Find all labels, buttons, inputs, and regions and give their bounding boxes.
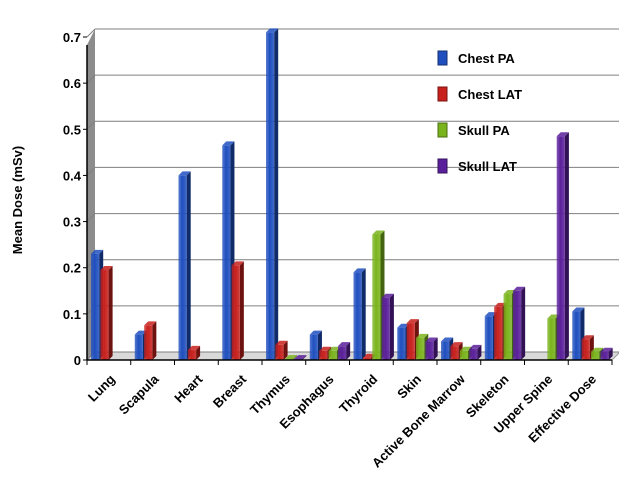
y-tick-label: 0.4 (63, 168, 82, 183)
y-tick-label: 0.3 (63, 215, 81, 230)
legend-label: Skull PA (458, 123, 510, 138)
y-tick-labels: 0 0.1 0.2 0.3 0.4 0.5 0.6 0.7 (63, 30, 82, 368)
bar (581, 335, 594, 360)
legend: Chest PA Chest LAT Skull PA Skull LAT (437, 50, 522, 174)
legend-swatch (437, 50, 448, 66)
y-tick-label: 0.7 (63, 30, 81, 45)
x-tick-label: Thyroid (336, 371, 380, 415)
axes (83, 36, 613, 365)
y-tick-label: 0.2 (63, 261, 81, 276)
y-tick-label: 0.5 (63, 122, 81, 137)
bar (469, 344, 482, 360)
y-tick-label: 0.1 (63, 307, 81, 322)
x-tick-label: Breast (210, 371, 250, 411)
bar (425, 337, 438, 360)
bar (231, 261, 244, 360)
chart-back-wall (85, 29, 619, 361)
gridline-depth (86, 28, 96, 38)
bar (275, 340, 288, 360)
gridline-depth (86, 120, 96, 130)
bar (178, 171, 191, 360)
legend-label: Chest PA (458, 51, 515, 66)
legend-item: Chest LAT (437, 86, 522, 102)
bar (187, 345, 201, 360)
legend-swatch (437, 158, 448, 174)
bars (91, 28, 613, 361)
y-axis-title: Mean Dose (mSv) (10, 146, 25, 254)
y-tick-label: 0.6 (63, 76, 81, 91)
bar (381, 293, 394, 360)
bar (600, 347, 613, 360)
bar (556, 132, 569, 360)
legend-label: Chest LAT (458, 87, 522, 102)
chart-floor (85, 351, 619, 361)
x-tick-label: Lung (85, 371, 118, 404)
bar (353, 268, 366, 360)
x-tick-label: Skin (394, 371, 424, 401)
legend-item: Skull PA (437, 122, 510, 138)
legend-swatch (437, 122, 448, 138)
legend-label: Skull LAT (458, 159, 517, 174)
legend-swatch (437, 86, 448, 102)
gridlines (86, 28, 619, 361)
bar (337, 342, 351, 360)
bar (144, 321, 157, 360)
gridline-depth (86, 213, 96, 222)
bar (450, 342, 463, 360)
y-tick-label: 0 (74, 353, 81, 368)
x-tick-label: Heart (171, 371, 206, 406)
legend-item: Chest PA (437, 50, 515, 66)
gridline-depth (86, 167, 96, 176)
bar (512, 286, 526, 360)
bar (100, 266, 113, 360)
legend-item: Skull LAT (437, 158, 517, 174)
x-tick-label: Scapula (116, 371, 162, 417)
gridline-depth (86, 74, 96, 84)
bar (266, 28, 279, 361)
